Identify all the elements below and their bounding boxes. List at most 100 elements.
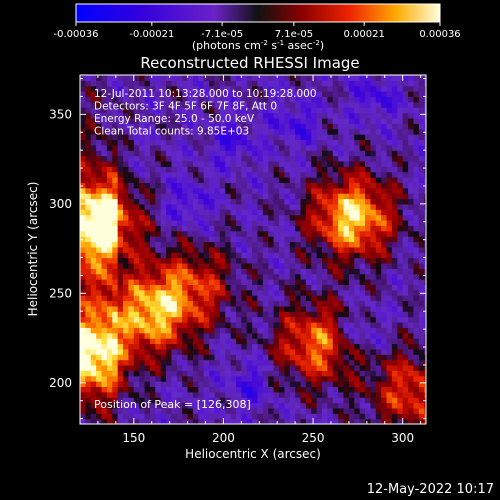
heatmap-cell	[413, 101, 420, 108]
heatmap-cell	[149, 117, 156, 124]
heatmap-cell	[397, 289, 404, 296]
heatmap-cell	[370, 80, 377, 87]
heatmap-cell	[85, 171, 92, 178]
heatmap-cell	[381, 166, 388, 173]
heatmap-cell	[235, 112, 242, 119]
heatmap-cell	[257, 273, 264, 280]
heatmap-cell	[166, 397, 173, 404]
heatmap-cell	[155, 364, 162, 371]
heatmap-cell	[171, 117, 178, 124]
heatmap-cell	[106, 402, 113, 409]
heatmap-cell	[128, 134, 135, 141]
heatmap-cell	[187, 407, 194, 414]
heatmap-cell	[219, 268, 226, 275]
heatmap-cell	[219, 193, 226, 200]
heatmap-cell	[305, 91, 312, 98]
heatmap-cell	[187, 402, 194, 409]
heatmap-cell	[370, 300, 377, 307]
heatmap-cell	[203, 327, 210, 334]
heatmap-cell	[397, 257, 404, 264]
x-tick-label: 300	[391, 431, 414, 445]
heatmap-cell	[295, 80, 302, 87]
heatmap-cell	[90, 117, 97, 124]
heatmap-cell	[198, 236, 205, 243]
heatmap-cell	[295, 273, 302, 280]
heatmap-cell	[230, 289, 237, 296]
heatmap-cell	[257, 128, 264, 135]
heatmap-cell	[375, 166, 382, 173]
heatmap-cell	[348, 391, 355, 398]
heatmap-cell	[80, 128, 86, 135]
heatmap-cell	[365, 219, 372, 226]
heatmap-cell	[375, 413, 382, 420]
heatmap-cell	[96, 203, 103, 210]
heatmap-cell	[106, 364, 113, 371]
heatmap-cell	[386, 413, 393, 420]
heatmap-cell	[171, 284, 178, 291]
heatmap-cell	[144, 203, 151, 210]
heatmap-cell	[182, 236, 189, 243]
heatmap-cell	[182, 413, 189, 420]
heatmap-cell	[176, 262, 183, 269]
heatmap-cell	[166, 413, 173, 420]
heatmap-cell	[80, 203, 86, 210]
heatmap-cell	[322, 230, 328, 237]
heatmap-cell	[418, 386, 425, 393]
heatmap-cell	[128, 381, 135, 388]
heatmap-cell	[365, 123, 372, 130]
heatmap-cell	[96, 397, 103, 404]
heatmap-cell	[305, 160, 312, 167]
heatmap-cell	[370, 284, 377, 291]
heatmap-cell	[262, 209, 269, 216]
heatmap-cell	[171, 85, 178, 92]
heatmap-cell	[391, 257, 398, 264]
heatmap-cell	[359, 171, 366, 178]
heatmap-cell	[311, 91, 318, 98]
heatmap-cell	[144, 391, 151, 398]
heatmap-cell	[117, 262, 124, 269]
heatmap-cell	[322, 370, 328, 377]
heatmap-cell	[117, 402, 124, 409]
heatmap-cell	[166, 107, 173, 114]
heatmap-cell	[144, 134, 151, 141]
heatmap-cell	[397, 139, 404, 146]
heatmap-cell	[219, 160, 226, 167]
heatmap-cell	[230, 407, 237, 414]
heatmap-cell	[187, 219, 194, 226]
heatmap-cell	[139, 166, 146, 173]
heatmap-cell	[332, 252, 339, 259]
heatmap-cell	[375, 177, 382, 183]
heatmap-cell	[192, 354, 199, 361]
heatmap-cell	[391, 300, 398, 307]
heatmap-cell	[96, 144, 103, 151]
heatmap-cell	[359, 101, 366, 108]
heatmap-cell	[85, 128, 92, 135]
heatmap-cell	[160, 139, 167, 146]
heatmap-cell	[101, 268, 108, 275]
heatmap-cell	[139, 391, 146, 398]
heatmap-cell	[327, 166, 334, 173]
heatmap-cell	[117, 209, 124, 216]
heatmap-cell	[402, 375, 409, 382]
heatmap-cell	[101, 112, 108, 119]
heatmap-cell	[311, 150, 318, 157]
heatmap-cell	[386, 246, 393, 253]
heatmap-cell	[198, 85, 205, 92]
heatmap-cell	[155, 418, 162, 424]
heatmap-cell	[338, 225, 345, 232]
heatmap-cell	[166, 262, 173, 269]
heatmap-cell	[133, 321, 140, 328]
heatmap-cell	[160, 316, 167, 323]
heatmap-cell	[257, 381, 264, 388]
heatmap-cell	[397, 364, 404, 371]
heatmap-cell	[370, 117, 377, 124]
heatmap-cell	[381, 203, 388, 210]
heatmap-cell	[381, 284, 388, 291]
heatmap-cell	[354, 219, 361, 226]
heatmap-cell	[225, 96, 232, 103]
heatmap-cell	[80, 230, 86, 237]
heatmap-cell	[133, 284, 140, 291]
heatmap-cell	[359, 150, 366, 157]
heatmap-cell	[316, 128, 323, 135]
heatmap-cell	[80, 155, 86, 162]
